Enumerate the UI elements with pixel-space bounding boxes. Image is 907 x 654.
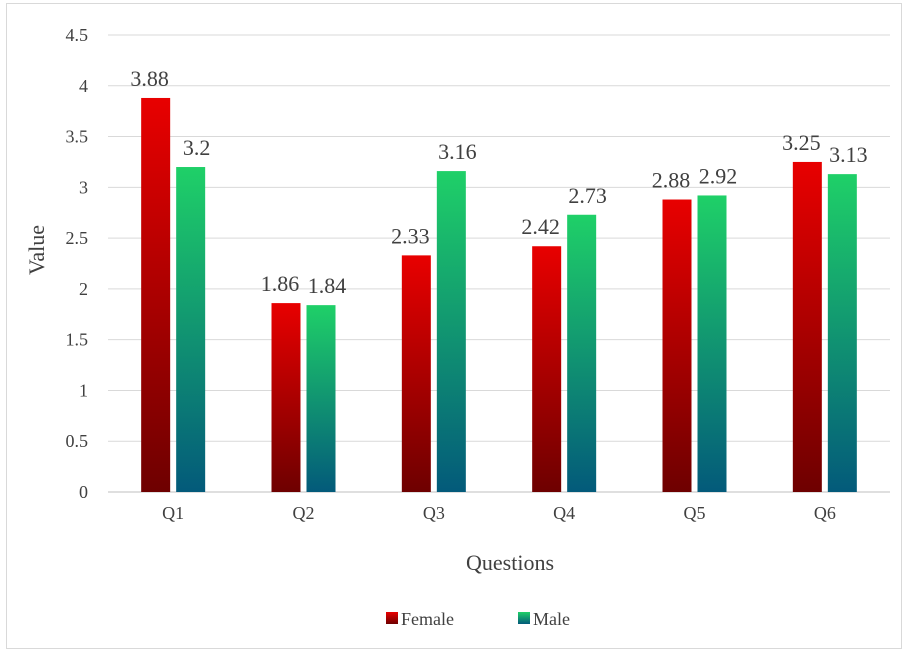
- x-tick-label: Q4: [553, 503, 575, 523]
- data-label-female-q5: 2.88: [652, 168, 691, 193]
- y-tick-label: 1.5: [66, 330, 89, 350]
- data-label-female-q3: 2.33: [391, 223, 430, 248]
- y-tick-label: 1: [79, 380, 88, 400]
- bar-male-q1: [176, 167, 206, 492]
- bar-male-q2: [306, 305, 336, 492]
- legend-label-female: Female: [401, 609, 454, 629]
- y-tick-label: 0.5: [66, 431, 89, 451]
- y-tick-label: 3: [79, 177, 88, 197]
- legend-swatch-male: [518, 612, 530, 624]
- y-tick-label: 4: [79, 76, 88, 96]
- bar-female-q4: [532, 246, 562, 492]
- bar-female-q5: [662, 199, 692, 492]
- x-tick-labels: Q1 Q2 Q3 Q4 Q5 Q6: [162, 503, 836, 523]
- y-axis-title: Value: [24, 225, 49, 275]
- y-tick-label: 3.5: [66, 127, 89, 147]
- legend-label-male: Male: [533, 609, 570, 629]
- x-axis-title: Questions: [466, 550, 554, 575]
- gridlines: [108, 34, 890, 493]
- data-label-male-q6: 3.13: [829, 142, 868, 167]
- data-label-female-q4: 2.42: [521, 214, 560, 239]
- y-tick-labels: 0 0.5 1 1.5 2 2.5 3 3.5 4 4.5: [66, 25, 89, 502]
- bar-female-q3: [401, 255, 431, 492]
- x-tick-label: Q5: [684, 503, 706, 523]
- legend: Female Male: [386, 609, 570, 629]
- bar-female-q1: [141, 97, 171, 492]
- bar-male-q4: [567, 214, 597, 492]
- bar-female-q6: [792, 161, 822, 492]
- data-label-male-q3: 3.16: [438, 139, 477, 164]
- data-label-male-q1: 3.2: [183, 135, 211, 160]
- data-label-male-q4: 2.73: [568, 183, 607, 208]
- x-tick-label: Q1: [162, 503, 184, 523]
- data-label-female-q6: 3.25: [782, 130, 821, 155]
- bar-male-q6: [827, 174, 857, 492]
- bar-male-q5: [697, 195, 727, 493]
- x-tick-label: Q6: [814, 503, 836, 523]
- bars: [141, 97, 857, 493]
- y-tick-label: 2.5: [66, 228, 89, 248]
- data-label-male-q5: 2.92: [699, 163, 738, 188]
- x-tick-label: Q3: [423, 503, 445, 523]
- data-label-female-q2: 1.86: [261, 271, 300, 296]
- x-tick-label: Q2: [293, 503, 315, 523]
- bar-male-q3: [436, 171, 466, 492]
- data-label-male-q2: 1.84: [308, 273, 347, 298]
- data-labels: 3.88 3.2 1.86 1.84 2.33 3.16 2.42 2.73 2.88 2.92 3…: [130, 66, 867, 298]
- y-tick-label: 2: [79, 279, 88, 299]
- data-label-female-q1: 3.88: [130, 66, 169, 91]
- legend-swatch-female: [386, 612, 398, 624]
- y-tick-label: 0: [79, 482, 88, 502]
- bar-female-q2: [271, 303, 301, 492]
- y-tick-label: 4.5: [66, 25, 89, 45]
